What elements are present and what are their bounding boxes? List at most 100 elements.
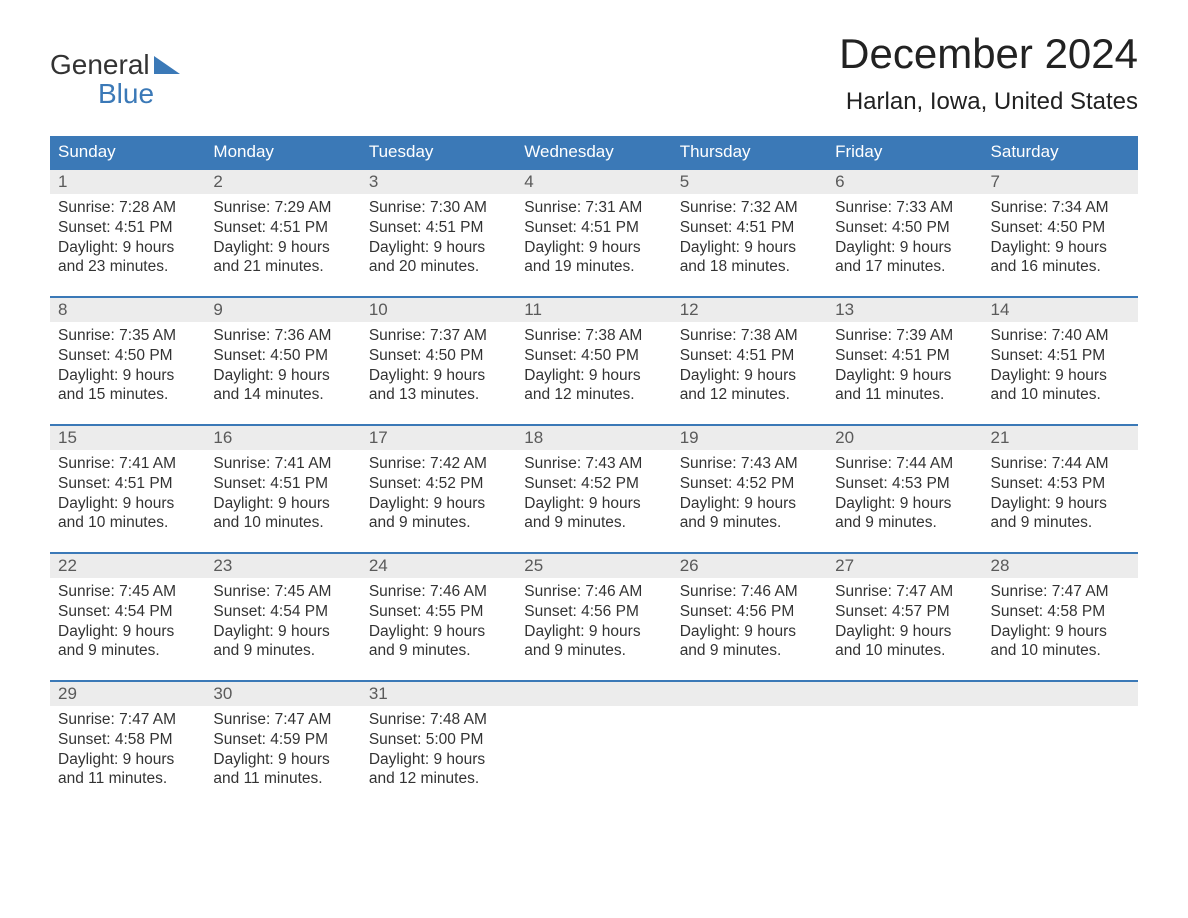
sunset-text: Sunset: 4:51 PM	[58, 218, 197, 238]
daylight-text: Daylight: 9 hours and 9 minutes.	[835, 494, 974, 534]
day-cell	[672, 681, 827, 809]
day-cell: 20Sunrise: 7:44 AMSunset: 4:53 PMDayligh…	[827, 425, 982, 553]
week-row: 29Sunrise: 7:47 AMSunset: 4:58 PMDayligh…	[50, 681, 1138, 809]
day-cell: 11Sunrise: 7:38 AMSunset: 4:50 PMDayligh…	[516, 297, 671, 425]
day-cell: 7Sunrise: 7:34 AMSunset: 4:50 PMDaylight…	[983, 169, 1138, 297]
sunrise-text: Sunrise: 7:38 AM	[680, 326, 819, 346]
sunrise-text: Sunrise: 7:28 AM	[58, 198, 197, 218]
daylight-text: Daylight: 9 hours and 17 minutes.	[835, 238, 974, 278]
col-monday: Monday	[205, 136, 360, 169]
sunset-text: Sunset: 4:51 PM	[58, 474, 197, 494]
sunset-text: Sunset: 4:52 PM	[680, 474, 819, 494]
day-body: Sunrise: 7:44 AMSunset: 4:53 PMDaylight:…	[983, 450, 1138, 545]
day-body: Sunrise: 7:47 AMSunset: 4:58 PMDaylight:…	[50, 706, 205, 801]
day-body: Sunrise: 7:28 AMSunset: 4:51 PMDaylight:…	[50, 194, 205, 289]
day-body: Sunrise: 7:38 AMSunset: 4:50 PMDaylight:…	[516, 322, 671, 417]
sunrise-text: Sunrise: 7:29 AM	[213, 198, 352, 218]
daylight-text: Daylight: 9 hours and 9 minutes.	[524, 494, 663, 534]
sunrise-text: Sunrise: 7:45 AM	[58, 582, 197, 602]
sunrise-text: Sunrise: 7:43 AM	[680, 454, 819, 474]
daylight-text: Daylight: 9 hours and 9 minutes.	[680, 622, 819, 662]
day-cell: 14Sunrise: 7:40 AMSunset: 4:51 PMDayligh…	[983, 297, 1138, 425]
sunrise-text: Sunrise: 7:43 AM	[524, 454, 663, 474]
brand-flag-icon	[154, 56, 180, 74]
sunrise-text: Sunrise: 7:47 AM	[991, 582, 1130, 602]
day-body: Sunrise: 7:37 AMSunset: 4:50 PMDaylight:…	[361, 322, 516, 417]
sunrise-text: Sunrise: 7:36 AM	[213, 326, 352, 346]
day-body: Sunrise: 7:32 AMSunset: 4:51 PMDaylight:…	[672, 194, 827, 289]
day-body: Sunrise: 7:31 AMSunset: 4:51 PMDaylight:…	[516, 194, 671, 289]
day-cell: 6Sunrise: 7:33 AMSunset: 4:50 PMDaylight…	[827, 169, 982, 297]
day-cell: 10Sunrise: 7:37 AMSunset: 4:50 PMDayligh…	[361, 297, 516, 425]
sunset-text: Sunset: 4:50 PM	[835, 218, 974, 238]
daylight-text: Daylight: 9 hours and 14 minutes.	[213, 366, 352, 406]
sunrise-text: Sunrise: 7:38 AM	[524, 326, 663, 346]
sunset-text: Sunset: 4:55 PM	[369, 602, 508, 622]
sunset-text: Sunset: 4:52 PM	[369, 474, 508, 494]
sunrise-text: Sunrise: 7:30 AM	[369, 198, 508, 218]
daylight-text: Daylight: 9 hours and 10 minutes.	[213, 494, 352, 534]
week-row: 15Sunrise: 7:41 AMSunset: 4:51 PMDayligh…	[50, 425, 1138, 553]
daylight-text: Daylight: 9 hours and 9 minutes.	[524, 622, 663, 662]
day-cell	[827, 681, 982, 809]
title-block: December 2024 Harlan, Iowa, United State…	[839, 30, 1138, 116]
calendar-table: Sunday Monday Tuesday Wednesday Thursday…	[50, 136, 1138, 809]
sunset-text: Sunset: 4:51 PM	[524, 218, 663, 238]
sunset-text: Sunset: 4:51 PM	[680, 346, 819, 366]
sunset-text: Sunset: 4:53 PM	[835, 474, 974, 494]
sunrise-text: Sunrise: 7:41 AM	[58, 454, 197, 474]
day-number-empty	[983, 682, 1138, 706]
sunrise-text: Sunrise: 7:37 AM	[369, 326, 508, 346]
day-cell: 21Sunrise: 7:44 AMSunset: 4:53 PMDayligh…	[983, 425, 1138, 553]
day-number: 31	[361, 682, 516, 706]
day-number: 15	[50, 426, 205, 450]
sunset-text: Sunset: 4:54 PM	[213, 602, 352, 622]
day-body: Sunrise: 7:41 AMSunset: 4:51 PMDaylight:…	[205, 450, 360, 545]
sunrise-text: Sunrise: 7:48 AM	[369, 710, 508, 730]
daylight-text: Daylight: 9 hours and 9 minutes.	[369, 494, 508, 534]
day-number: 26	[672, 554, 827, 578]
day-body: Sunrise: 7:30 AMSunset: 4:51 PMDaylight:…	[361, 194, 516, 289]
day-cell: 1Sunrise: 7:28 AMSunset: 4:51 PMDaylight…	[50, 169, 205, 297]
weekday-header-row: Sunday Monday Tuesday Wednesday Thursday…	[50, 136, 1138, 169]
day-body: Sunrise: 7:43 AMSunset: 4:52 PMDaylight:…	[672, 450, 827, 545]
col-friday: Friday	[827, 136, 982, 169]
day-cell: 2Sunrise: 7:29 AMSunset: 4:51 PMDaylight…	[205, 169, 360, 297]
sunset-text: Sunset: 4:50 PM	[369, 346, 508, 366]
daylight-text: Daylight: 9 hours and 18 minutes.	[680, 238, 819, 278]
sunset-text: Sunset: 4:51 PM	[369, 218, 508, 238]
day-body: Sunrise: 7:48 AMSunset: 5:00 PMDaylight:…	[361, 706, 516, 801]
sunset-text: Sunset: 4:52 PM	[524, 474, 663, 494]
day-body: Sunrise: 7:42 AMSunset: 4:52 PMDaylight:…	[361, 450, 516, 545]
col-sunday: Sunday	[50, 136, 205, 169]
day-cell: 23Sunrise: 7:45 AMSunset: 4:54 PMDayligh…	[205, 553, 360, 681]
day-body: Sunrise: 7:46 AMSunset: 4:56 PMDaylight:…	[516, 578, 671, 673]
sunset-text: Sunset: 4:51 PM	[213, 218, 352, 238]
day-number-empty	[516, 682, 671, 706]
day-cell: 18Sunrise: 7:43 AMSunset: 4:52 PMDayligh…	[516, 425, 671, 553]
day-body: Sunrise: 7:41 AMSunset: 4:51 PMDaylight:…	[50, 450, 205, 545]
sunset-text: Sunset: 4:51 PM	[835, 346, 974, 366]
day-body: Sunrise: 7:40 AMSunset: 4:51 PMDaylight:…	[983, 322, 1138, 417]
col-saturday: Saturday	[983, 136, 1138, 169]
day-number: 7	[983, 170, 1138, 194]
daylight-text: Daylight: 9 hours and 10 minutes.	[835, 622, 974, 662]
day-body: Sunrise: 7:29 AMSunset: 4:51 PMDaylight:…	[205, 194, 360, 289]
sunrise-text: Sunrise: 7:40 AM	[991, 326, 1130, 346]
daylight-text: Daylight: 9 hours and 21 minutes.	[213, 238, 352, 278]
day-body: Sunrise: 7:38 AMSunset: 4:51 PMDaylight:…	[672, 322, 827, 417]
week-row: 8Sunrise: 7:35 AMSunset: 4:50 PMDaylight…	[50, 297, 1138, 425]
daylight-text: Daylight: 9 hours and 11 minutes.	[58, 750, 197, 790]
daylight-text: Daylight: 9 hours and 12 minutes.	[680, 366, 819, 406]
day-cell: 4Sunrise: 7:31 AMSunset: 4:51 PMDaylight…	[516, 169, 671, 297]
day-cell: 31Sunrise: 7:48 AMSunset: 5:00 PMDayligh…	[361, 681, 516, 809]
day-body: Sunrise: 7:45 AMSunset: 4:54 PMDaylight:…	[50, 578, 205, 673]
sunset-text: Sunset: 4:58 PM	[991, 602, 1130, 622]
daylight-text: Daylight: 9 hours and 10 minutes.	[991, 366, 1130, 406]
day-number: 20	[827, 426, 982, 450]
day-number: 9	[205, 298, 360, 322]
daylight-text: Daylight: 9 hours and 9 minutes.	[680, 494, 819, 534]
day-body: Sunrise: 7:47 AMSunset: 4:58 PMDaylight:…	[983, 578, 1138, 673]
col-tuesday: Tuesday	[361, 136, 516, 169]
day-cell: 12Sunrise: 7:38 AMSunset: 4:51 PMDayligh…	[672, 297, 827, 425]
